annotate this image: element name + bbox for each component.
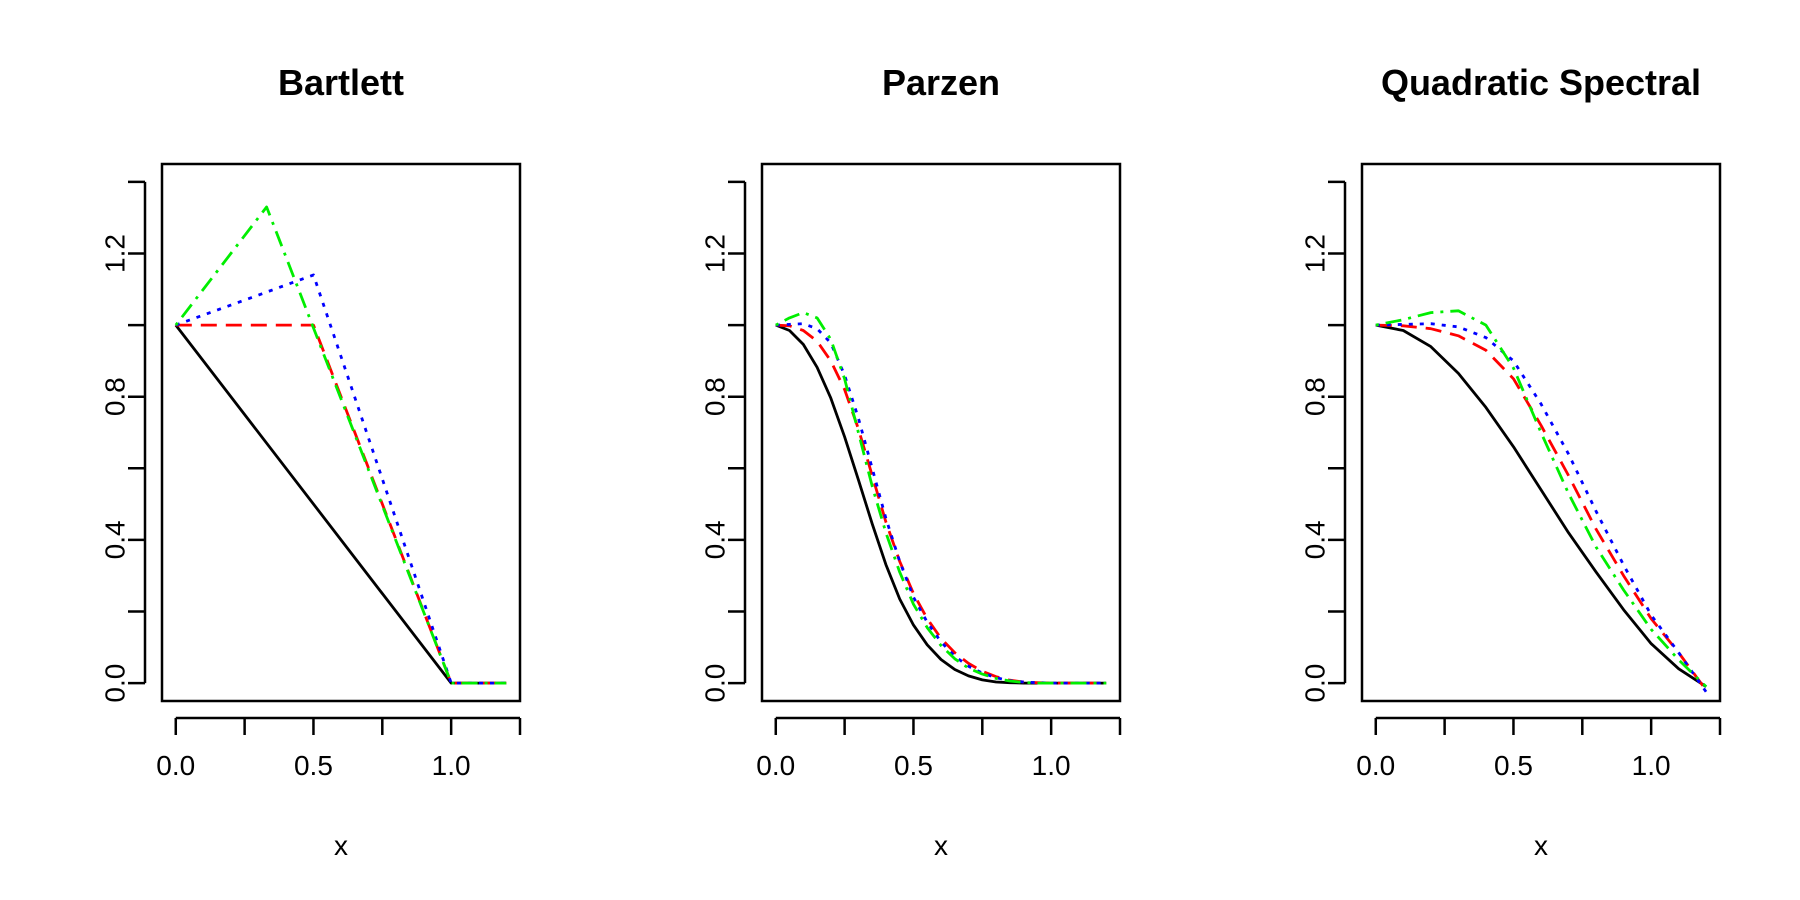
parzen-x-tick-label: 1.0 [1032,750,1071,781]
quadratic-spectral-series-line [1375,322,1708,693]
quadratic-spectral-x-tick-label: 1.0 [1632,750,1671,781]
bartlett-x-label: x [334,830,348,861]
bartlett-x-tick-label: 1.0 [432,750,471,781]
parzen-x-label: x [934,830,948,861]
parzen-series-line [775,311,1107,685]
parzen-y-axis: 0.0 0.4 0.8 1.2 [700,180,747,703]
quadratic-spectral-x-tick-label: 0.5 [1494,750,1533,781]
quadratic-spectral-series-line [1375,323,1708,692]
bartlett-y-tick-label: 1.2 [100,234,131,273]
quadratic-spectral-y-tick-label: 1.2 [1300,234,1331,273]
parzen-plot-frame [760,162,1122,703]
bartlett-x-tick-label: 0.5 [294,750,333,781]
bartlett-y-tick-label: 0.4 [100,520,131,559]
parzen-title: Parzen [882,62,1000,103]
quadratic-spectral-y-tick-label: 0.4 [1300,520,1331,559]
bartlett-series-group [174,205,507,685]
bartlett-y-axis: 0.0 0.4 0.8 1.2 [100,180,147,703]
quadratic-spectral-y-axis: 0.0 0.4 0.8 1.2 [1300,180,1347,703]
parzen-y-tick-label: 0.4 [700,520,731,559]
parzen-y-tick-label: 0.0 [700,664,731,703]
bartlett-series-line [175,323,507,685]
bartlett-title: Bartlett [278,62,404,103]
bartlett-plot-frame [160,162,522,703]
bartlett-panel: Bartlett 0.0 0.5 1.0 x 0.0 0.4 0.8 1.2 [100,62,522,861]
quadratic-spectral-title: Quadratic Spectral [1381,62,1701,103]
parzen-panel: Parzen 0.0 0.5 1.0 x 0.0 0.4 0.8 1.2 [700,62,1122,861]
quadratic-spectral-y-tick-label: 0.8 [1300,377,1331,416]
quadratic-spectral-series-line [1375,323,1707,688]
quadratic-spectral-panel: Quadratic Spectral 0.0 0.5 1.0 x 0.0 0.4 0.8 1.2 [1300,62,1722,861]
quadratic-spectral-series-group [1375,309,1708,693]
quadratic-spectral-y-tick-label: 0.0 [1300,664,1331,703]
quadratic-spectral-x-tick-label: 0.0 [1356,750,1395,781]
quadratic-spectral-series-line [1375,309,1708,688]
bartlett-x-axis: 0.0 0.5 1.0 [156,716,522,781]
parzen-series-line [775,322,1107,685]
quadratic-spectral-plot-frame [1360,162,1722,703]
parzen-x-tick-label: 0.0 [756,750,795,781]
bartlett-y-tick-label: 0.0 [100,664,131,703]
parzen-y-tick-label: 0.8 [700,377,731,416]
parzen-x-axis: 0.0 0.5 1.0 [756,716,1122,781]
parzen-y-tick-label: 1.2 [700,234,731,273]
bartlett-x-tick-label: 0.0 [156,750,195,781]
parzen-series-line [775,323,1107,685]
quadratic-spectral-x-label: x [1534,830,1548,861]
quadratic-spectral-x-axis: 0.0 0.5 1.0 [1356,716,1722,781]
parzen-series-group [775,311,1107,685]
bartlett-y-tick-label: 0.8 [100,377,131,416]
parzen-x-tick-label: 0.5 [894,750,933,781]
